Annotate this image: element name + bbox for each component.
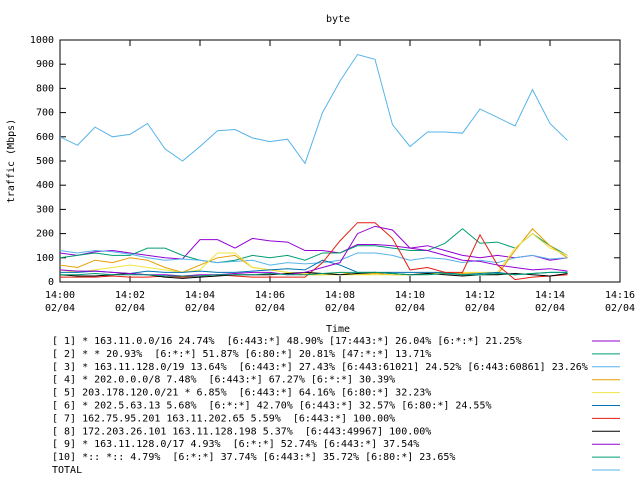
series-line (59, 53, 568, 165)
x-tick-label: 14:06 02/04 (255, 290, 285, 314)
series-line (60, 222, 568, 281)
chart-title: byte (326, 14, 350, 25)
y-axis-label: traffic (Mbps) (6, 119, 17, 203)
legend-label: TOTAL (52, 465, 82, 476)
legend-label: [ 2] * * 20.93% [6:*:*] 51.87% [6:80:*] … (52, 349, 431, 360)
legend-label: [ 7] 162.75.95.201 163.11.202.65 5.59% [… (52, 413, 395, 424)
legend-label: [ 1] * 163.11.0.0/16 24.74% [6:443:*] 48… (52, 336, 522, 347)
legend-label: [ 3] * 163.11.128.0/19 13.64% [6:443:*] … (52, 362, 588, 373)
legend-label: [10] *:: *:: 4.79% [6:*:*] 37.74% [6:443… (52, 452, 455, 463)
x-tick-label: 14:02 02/04 (115, 290, 145, 314)
x-axis-label: Time (326, 324, 350, 335)
legend-label: [ 8] 172.203.26.101 163.11.128.198 5.37%… (52, 426, 431, 437)
series-line (59, 250, 568, 266)
y-tick-label: 100 (36, 253, 54, 264)
plot-frame (59, 39, 621, 283)
y-tick-label: 300 (36, 204, 54, 215)
x-tick-label: 14:10 02/04 (395, 290, 425, 314)
x-tick-label: 14:14 02/04 (535, 290, 565, 314)
y-tick-label: 800 (36, 83, 54, 94)
y-tick-label: 500 (36, 156, 54, 167)
y-tick-label: 600 (36, 132, 54, 143)
x-tick-label: 14:08 02/04 (325, 290, 355, 314)
x-tick-label: 14:00 02/04 (45, 290, 75, 314)
legend-label: [ 5] 203.178.120.0/21 * 6.85% [6:443:*] … (52, 388, 431, 399)
x-tick-label: 14:04 02/04 (185, 290, 215, 314)
series-line (60, 271, 568, 277)
y-tick-label: 0 (48, 277, 54, 288)
y-tick-label: 200 (36, 229, 54, 240)
y-tick-label: 900 (36, 59, 54, 70)
series-line (59, 228, 568, 276)
series-line (59, 237, 568, 261)
series-line (60, 259, 568, 276)
series-line (59, 228, 568, 264)
series-line (59, 225, 568, 277)
x-tick-label: 14:12 02/04 (465, 290, 495, 314)
y-tick-label: 400 (36, 180, 54, 191)
y-tick-label: 1000 (30, 35, 54, 46)
x-tick-label: 14:16 02/04 (605, 290, 635, 314)
legend-label: [ 9] * 163.11.128.0/17 4.93% [6:*:*] 52.… (52, 439, 419, 450)
legend-label: [ 4] * 202.0.0.0/8 7.48% [6:443:*] 67.27… (52, 375, 395, 386)
y-tick-label: 700 (36, 108, 54, 119)
legend-label: [ 6] * 202.5.63.13 5.68% [6:*:*] 42.70% … (52, 401, 492, 412)
